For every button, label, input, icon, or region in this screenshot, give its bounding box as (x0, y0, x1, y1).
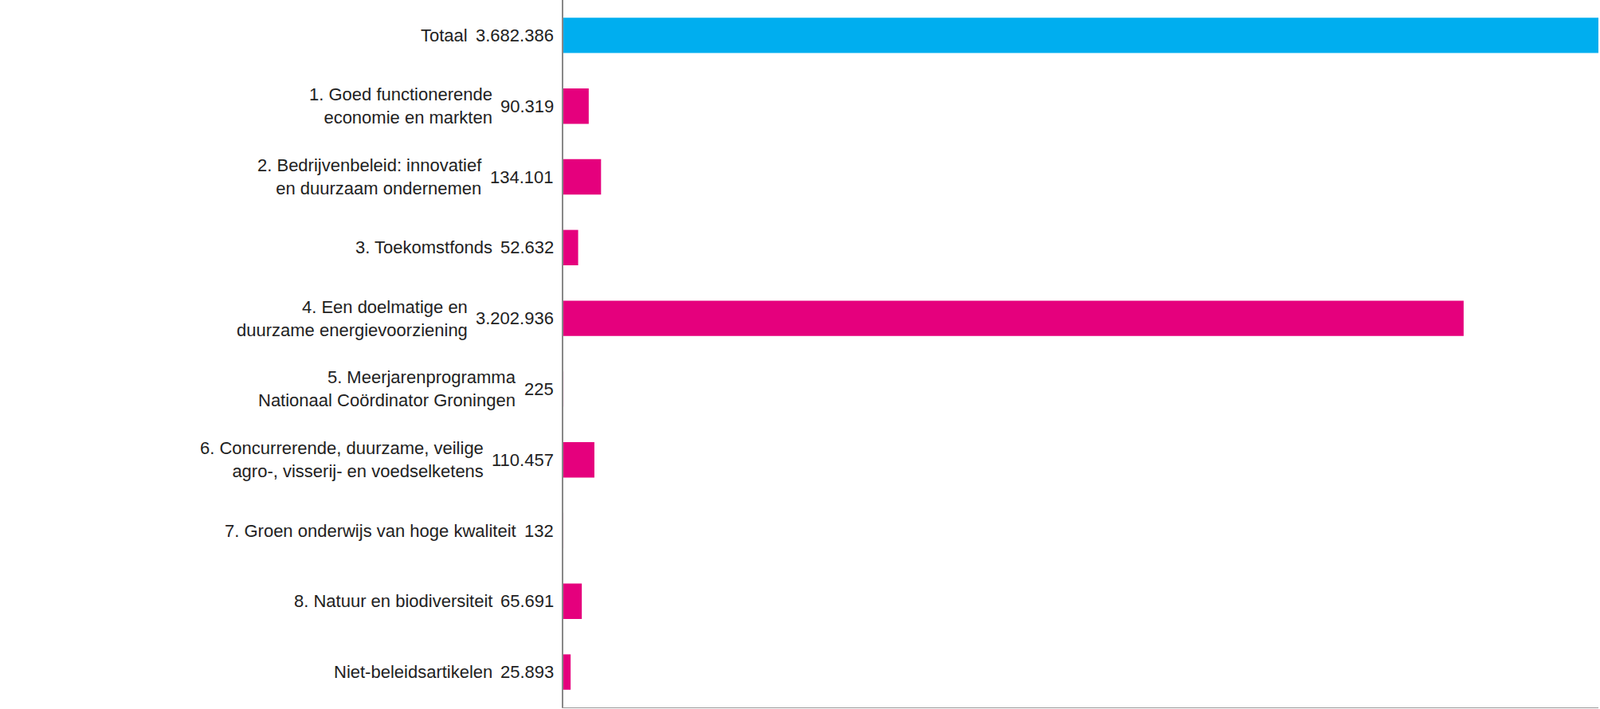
svg-text:52.632: 52.632 (500, 237, 554, 258)
svg-text:90.319: 90.319 (500, 96, 554, 117)
svg-text:4. Een doelmatige enduurzame e: 4. Een doelmatige enduurzame energievoor… (236, 297, 468, 341)
svg-text:25.893: 25.893 (500, 662, 554, 683)
svg-text:Totaal: Totaal (420, 25, 468, 46)
svg-text:3. Toekomstfonds: 3. Toekomstfonds (355, 237, 493, 258)
svg-text:3.682.386: 3.682.386 (475, 25, 554, 46)
svg-text:3.202.936: 3.202.936 (475, 308, 554, 329)
svg-text:1. Goed functionerendeeconomie: 1. Goed functionerendeeconomie en markte… (309, 84, 493, 128)
svg-text:134.101: 134.101 (490, 167, 554, 188)
svg-text:65.691: 65.691 (500, 591, 554, 612)
svg-text:225: 225 (524, 379, 554, 400)
svg-text:8. Natuur en biodiversiteit: 8. Natuur en biodiversiteit (294, 591, 493, 612)
svg-text:6. Concurrerende, duurzame, ve: 6. Concurrerende, duurzame, veiligeagro-… (200, 438, 484, 482)
svg-text:5. MeerjarenprogrammaNationaal: 5. MeerjarenprogrammaNationaal Coördinat… (258, 367, 517, 411)
svg-text:7. Groen onderwijs van hoge kw: 7. Groen onderwijs van hoge kwaliteit (224, 521, 517, 542)
svg-text:2. Bedrijvenbeleid: innovatief: 2. Bedrijvenbeleid: innovatiefen duurzaa… (257, 155, 483, 199)
svg-text:110.457: 110.457 (491, 450, 554, 471)
svg-text:Niet-beleidsartikelen: Niet-beleidsartikelen (333, 662, 493, 683)
svg-text:132: 132 (524, 521, 554, 542)
